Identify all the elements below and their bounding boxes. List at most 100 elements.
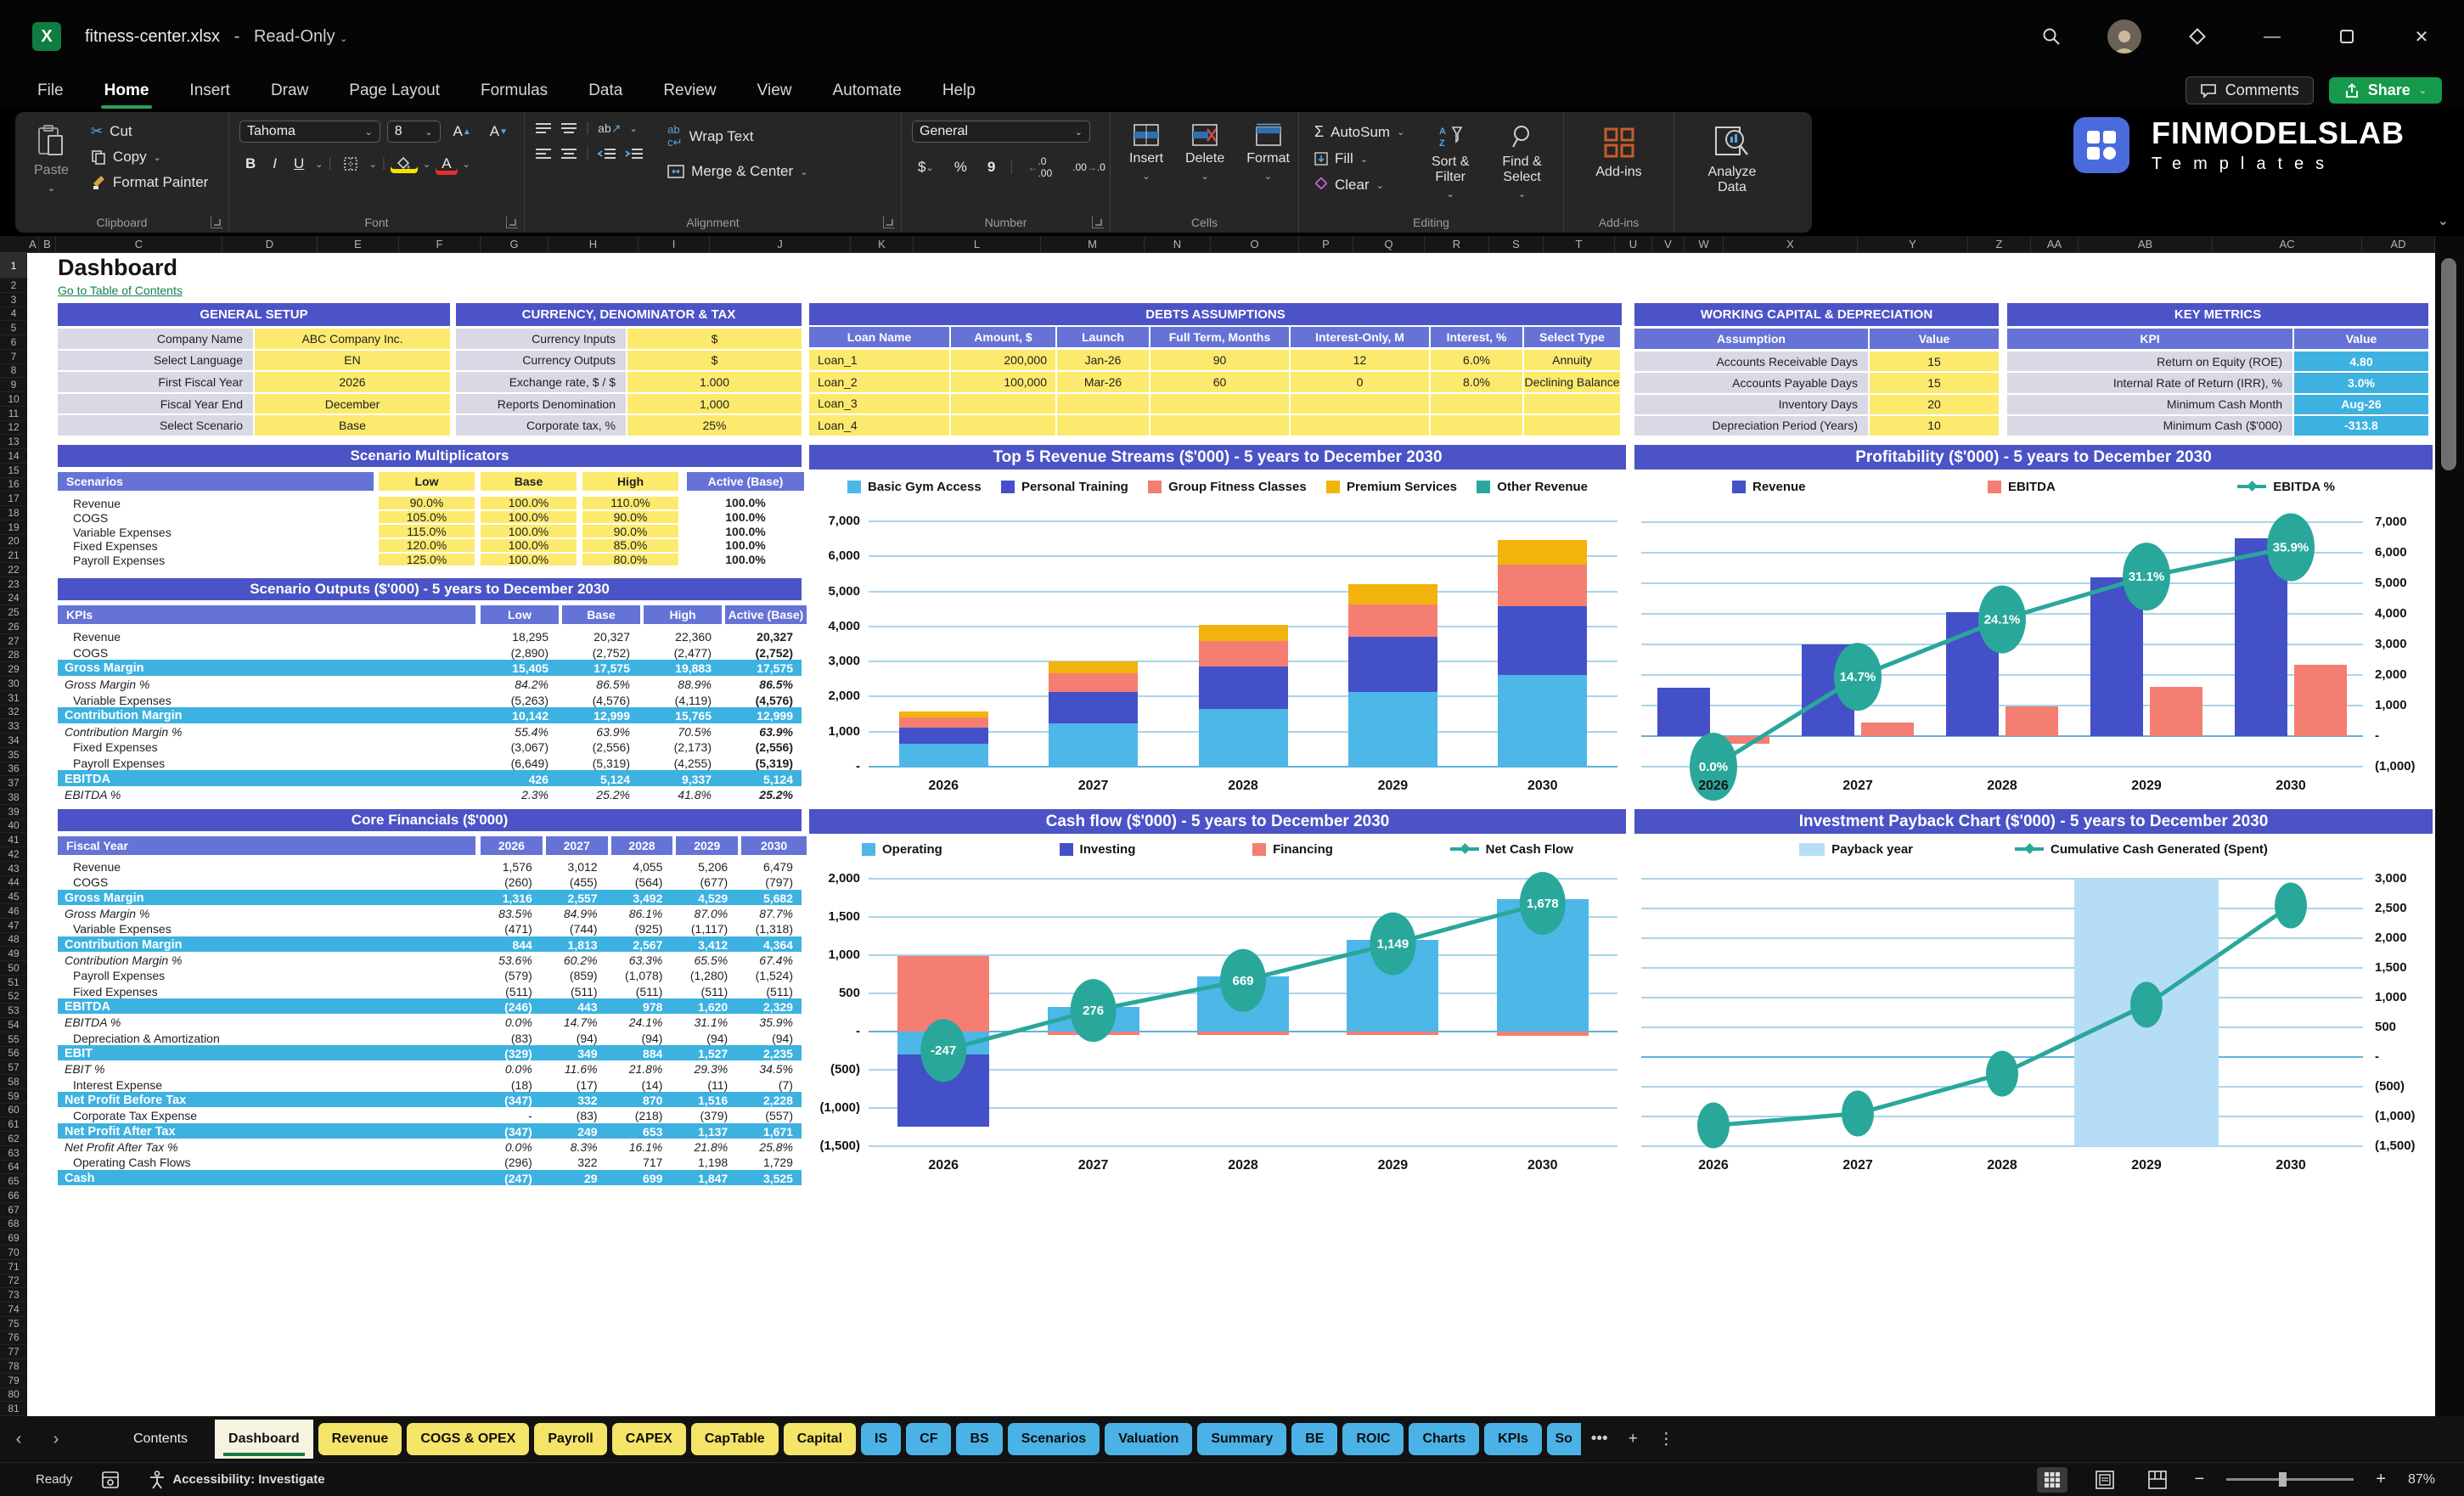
column-header-AD[interactable]: AD: [2362, 236, 2435, 252]
sheet-tab-capex[interactable]: CAPEX: [611, 1423, 686, 1455]
sheet-tab-cogs-opex[interactable]: COGS & OPEX: [407, 1423, 530, 1455]
row-header-13[interactable]: 13: [0, 435, 27, 449]
row-header-32[interactable]: 32: [0, 706, 27, 720]
row-header-23[interactable]: 23: [0, 577, 27, 592]
column-header-N[interactable]: N: [1145, 236, 1211, 252]
zoom-in-button[interactable]: +: [2376, 1470, 2386, 1488]
row-header-36[interactable]: 36: [0, 762, 27, 777]
row-header-42[interactable]: 42: [0, 847, 27, 862]
row-header-37[interactable]: 37: [0, 776, 27, 790]
row-header-64[interactable]: 64: [0, 1161, 27, 1175]
chart-investment-payback[interactable]: Investment Payback Chart ($'000) - 5 yea…: [1634, 809, 2433, 1186]
debt-cell[interactable]: Mar-26: [1057, 371, 1149, 392]
cut-button[interactable]: ✂ Cut: [90, 123, 132, 139]
comments-button[interactable]: Comments: [2185, 76, 2314, 104]
value-cell[interactable]: 85.0%: [582, 538, 678, 552]
fill-button[interactable]: Fill ⌄: [1309, 148, 1409, 170]
search-icon[interactable]: [2033, 18, 2070, 55]
copy-button[interactable]: Copy ⌄: [86, 146, 213, 168]
sheet-tab-cf[interactable]: CF: [906, 1423, 952, 1455]
analyze-data-button[interactable]: Analyze Data: [1685, 122, 1780, 200]
sheet-tab-be[interactable]: BE: [1291, 1423, 1338, 1455]
format-cells-button[interactable]: Format ⌄: [1238, 121, 1298, 186]
sheet-tab-valuation[interactable]: Valuation: [1105, 1423, 1193, 1455]
debt-cell[interactable]: 6.0%: [1431, 350, 1522, 370]
field-value[interactable]: $: [627, 329, 802, 349]
row-header-69[interactable]: 69: [0, 1231, 27, 1246]
debt-cell[interactable]: Jan-26: [1057, 350, 1149, 370]
value-cell[interactable]: 90.0%: [379, 496, 475, 509]
field-value[interactable]: $: [627, 350, 802, 371]
sheet-canvas[interactable]: Dashboard Go to Table of Contents GENERAL …: [27, 253, 2435, 1416]
sheet-tab-payroll[interactable]: Payroll: [534, 1423, 607, 1455]
debt-cell[interactable]: [1291, 393, 1429, 414]
row-header-7[interactable]: 7: [0, 350, 27, 364]
column-header-G[interactable]: G: [481, 236, 548, 252]
row-header-22[interactable]: 22: [0, 563, 27, 577]
new-sheet-button[interactable]: +: [1628, 1430, 1638, 1448]
format-painter-button[interactable]: Format Painter: [86, 172, 213, 194]
column-header-K[interactable]: K: [851, 236, 914, 252]
row-header-66[interactable]: 66: [0, 1189, 27, 1203]
value-cell[interactable]: 80.0%: [582, 553, 678, 566]
menu-tab-review[interactable]: Review: [663, 82, 717, 99]
debt-cell[interactable]: Loan_4: [809, 415, 949, 436]
field-value[interactable]: 3.0%: [2294, 373, 2428, 393]
debt-cell[interactable]: Loan_3: [809, 393, 949, 414]
row-header-62[interactable]: 62: [0, 1132, 27, 1146]
row-header-19[interactable]: 19: [0, 520, 27, 535]
row-header-52[interactable]: 52: [0, 990, 27, 1004]
sheet-tab-charts[interactable]: Charts: [1409, 1423, 1480, 1455]
debt-cell[interactable]: 60: [1150, 371, 1289, 392]
row-header-26[interactable]: 26: [0, 620, 27, 634]
debt-cell[interactable]: [1150, 393, 1289, 414]
next-sheet-button[interactable]: ›: [53, 1429, 59, 1448]
font-size-select[interactable]: 8 ⌄: [386, 121, 441, 143]
paste-button[interactable]: Paste ⌄: [25, 121, 77, 198]
row-header-44[interactable]: 44: [0, 876, 27, 891]
value-cell[interactable]: 90.0%: [582, 510, 678, 524]
row-header-53[interactable]: 53: [0, 1004, 27, 1018]
row-header-41[interactable]: 41: [0, 833, 27, 847]
menu-tab-view[interactable]: View: [757, 82, 792, 99]
debt-cell[interactable]: [951, 393, 1055, 414]
row-header-46[interactable]: 46: [0, 904, 27, 919]
row-header-70[interactable]: 70: [0, 1246, 27, 1260]
row-header-27[interactable]: 27: [0, 634, 27, 649]
row-header-51[interactable]: 51: [0, 976, 27, 990]
sheet-tab-roic[interactable]: ROIC: [1342, 1423, 1404, 1455]
value-cell[interactable]: 110.0%: [582, 496, 678, 509]
row-header-3[interactable]: 3: [0, 293, 27, 307]
more-sheets-button[interactable]: •••: [1590, 1430, 1608, 1448]
row-header-43[interactable]: 43: [0, 862, 27, 876]
row-header-1[interactable]: 1: [0, 253, 27, 278]
value-cell[interactable]: 100.0%: [481, 496, 577, 509]
wrap-text-button[interactable]: ab c↵ Wrap Text: [667, 123, 754, 149]
debt-cell[interactable]: Declining Balance: [1524, 371, 1620, 392]
field-value[interactable]: 2026: [255, 372, 450, 392]
row-header-61[interactable]: 61: [0, 1117, 27, 1132]
sheet-tab-so[interactable]: So: [1546, 1423, 1581, 1455]
clear-button[interactable]: Clear ⌄: [1309, 174, 1409, 196]
field-value[interactable]: December: [255, 393, 450, 414]
column-header-H[interactable]: H: [548, 236, 639, 252]
insert-cells-button[interactable]: Insert ⌄: [1121, 121, 1172, 186]
column-header-J[interactable]: J: [710, 236, 851, 252]
merge-center-button[interactable]: Merge & Center ⌄: [662, 160, 813, 183]
debt-cell[interactable]: Annuity: [1524, 350, 1620, 370]
field-value[interactable]: 4.80: [2294, 352, 2428, 372]
zoom-level[interactable]: 87%: [2407, 1471, 2435, 1487]
vertical-scrollbar-thumb[interactable]: [2441, 258, 2456, 470]
row-header-25[interactable]: 25: [0, 605, 27, 620]
row-header-54[interactable]: 54: [0, 1018, 27, 1032]
accessibility-status[interactable]: Accessibility: Investigate: [149, 1470, 325, 1489]
number-dialog-launcher[interactable]: [1092, 217, 1104, 228]
macro-record-icon[interactable]: [101, 1471, 120, 1489]
row-header-48[interactable]: 48: [0, 933, 27, 948]
menu-tab-home[interactable]: Home: [100, 78, 153, 109]
menu-tab-formulas[interactable]: Formulas: [481, 82, 548, 99]
chart-profitability[interactable]: Profitability ($'000) - 5 years to Decem…: [1634, 445, 2433, 805]
row-header-67[interactable]: 67: [0, 1203, 27, 1218]
chart-revenue-streams[interactable]: Top 5 Revenue Streams ($'000) - 5 years …: [809, 445, 1626, 805]
